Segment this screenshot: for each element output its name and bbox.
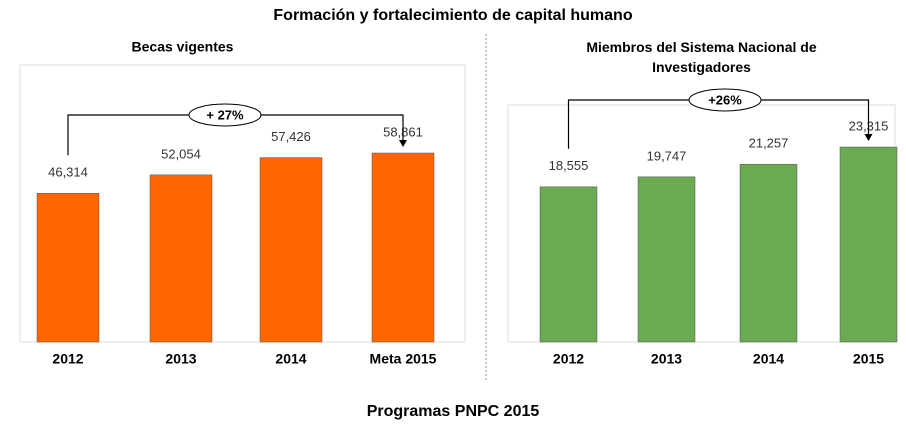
value-label: 46,314 bbox=[48, 165, 88, 180]
x-tick-label: Meta 2015 bbox=[370, 351, 437, 367]
bar bbox=[259, 157, 323, 343]
page-title: Formación y fortalecimiento de capital h… bbox=[273, 7, 632, 24]
value-label: 52,054 bbox=[161, 146, 201, 161]
arrow-head bbox=[864, 134, 873, 141]
x-tick-label: 2012 bbox=[553, 351, 584, 367]
chart-title: Miembros del Sistema Nacional de Investig… bbox=[586, 39, 817, 75]
bar bbox=[36, 193, 100, 343]
x-tick-label: 2014 bbox=[753, 351, 784, 367]
bar bbox=[149, 174, 213, 343]
x-tick-label: 2012 bbox=[52, 351, 83, 367]
bar bbox=[839, 146, 898, 343]
value-label: 18,555 bbox=[549, 158, 589, 173]
value-label: 57,426 bbox=[271, 129, 311, 144]
x-tick-label: 2015 bbox=[853, 351, 884, 367]
chart-title: Becas vigentes bbox=[132, 39, 234, 55]
footer: Programas PNPC 2015 bbox=[367, 403, 540, 420]
bar bbox=[539, 186, 598, 343]
bar bbox=[637, 176, 696, 343]
annotation-bubble bbox=[688, 88, 762, 112]
annotation: + 27% bbox=[206, 107, 244, 122]
bar bbox=[739, 163, 798, 343]
x-tick-label: 2013 bbox=[651, 351, 682, 367]
annotation: +26% bbox=[708, 92, 742, 107]
bar bbox=[371, 152, 435, 343]
x-tick-label: 2013 bbox=[165, 351, 196, 367]
x-tick-label: 2014 bbox=[275, 351, 306, 367]
plot-frame bbox=[19, 64, 466, 343]
value-label: 19,747 bbox=[647, 148, 687, 163]
annotation-bubble bbox=[188, 103, 262, 127]
arrow-head bbox=[399, 140, 407, 147]
value-label: 21,257 bbox=[749, 136, 789, 151]
